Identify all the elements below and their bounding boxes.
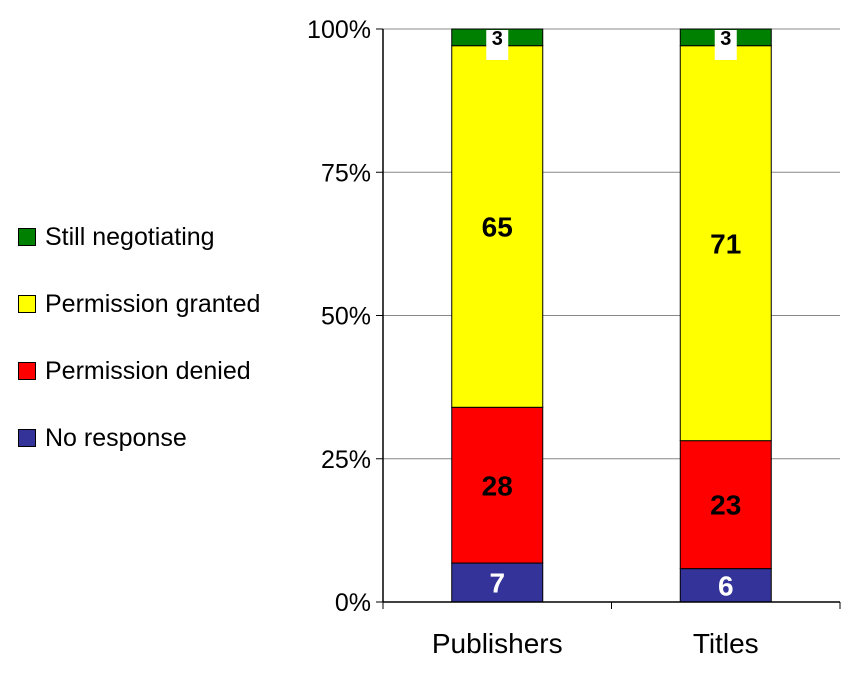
data-label: 6 bbox=[718, 570, 734, 601]
data-label-background bbox=[714, 30, 737, 60]
legend-label: Still negotiating bbox=[45, 223, 215, 251]
bar-segment bbox=[679, 568, 772, 603]
legend-swatch bbox=[18, 295, 36, 313]
y-tick-label: 100% bbox=[307, 16, 371, 44]
data-label: 3 bbox=[720, 28, 731, 50]
bars bbox=[451, 28, 772, 603]
data-label: 7 bbox=[489, 568, 505, 599]
legend-swatch bbox=[18, 228, 36, 246]
bar-segment bbox=[679, 45, 772, 442]
legend-label: No response bbox=[45, 424, 187, 452]
data-label-background bbox=[486, 30, 509, 60]
data-label: 23 bbox=[710, 490, 741, 521]
y-tick-label: 25% bbox=[321, 446, 371, 474]
bar-segment bbox=[451, 562, 544, 603]
x-tick-label: Titles bbox=[693, 628, 759, 659]
legend-swatch bbox=[18, 429, 36, 447]
bar-segment bbox=[679, 440, 772, 570]
data-labels: 7 28 65 3 6 23 71 3 bbox=[482, 28, 742, 601]
data-label: 65 bbox=[482, 212, 513, 243]
axes: 0% 25% 50% 75% 100% Publishers Titles bbox=[307, 16, 841, 659]
bar-segment bbox=[451, 45, 544, 408]
data-label: 71 bbox=[710, 228, 741, 259]
bar-segment bbox=[451, 406, 544, 564]
y-tick-label: 0% bbox=[335, 589, 371, 617]
legend-label: Permission granted bbox=[45, 290, 261, 318]
x-tick-label: Publishers bbox=[432, 628, 563, 659]
data-label: 28 bbox=[482, 470, 513, 501]
y-tick-label: 50% bbox=[321, 303, 371, 331]
legend-swatch bbox=[18, 362, 36, 380]
legend-label: Permission denied bbox=[45, 357, 251, 385]
y-tick-label: 75% bbox=[321, 159, 371, 187]
data-label: 3 bbox=[492, 28, 503, 50]
